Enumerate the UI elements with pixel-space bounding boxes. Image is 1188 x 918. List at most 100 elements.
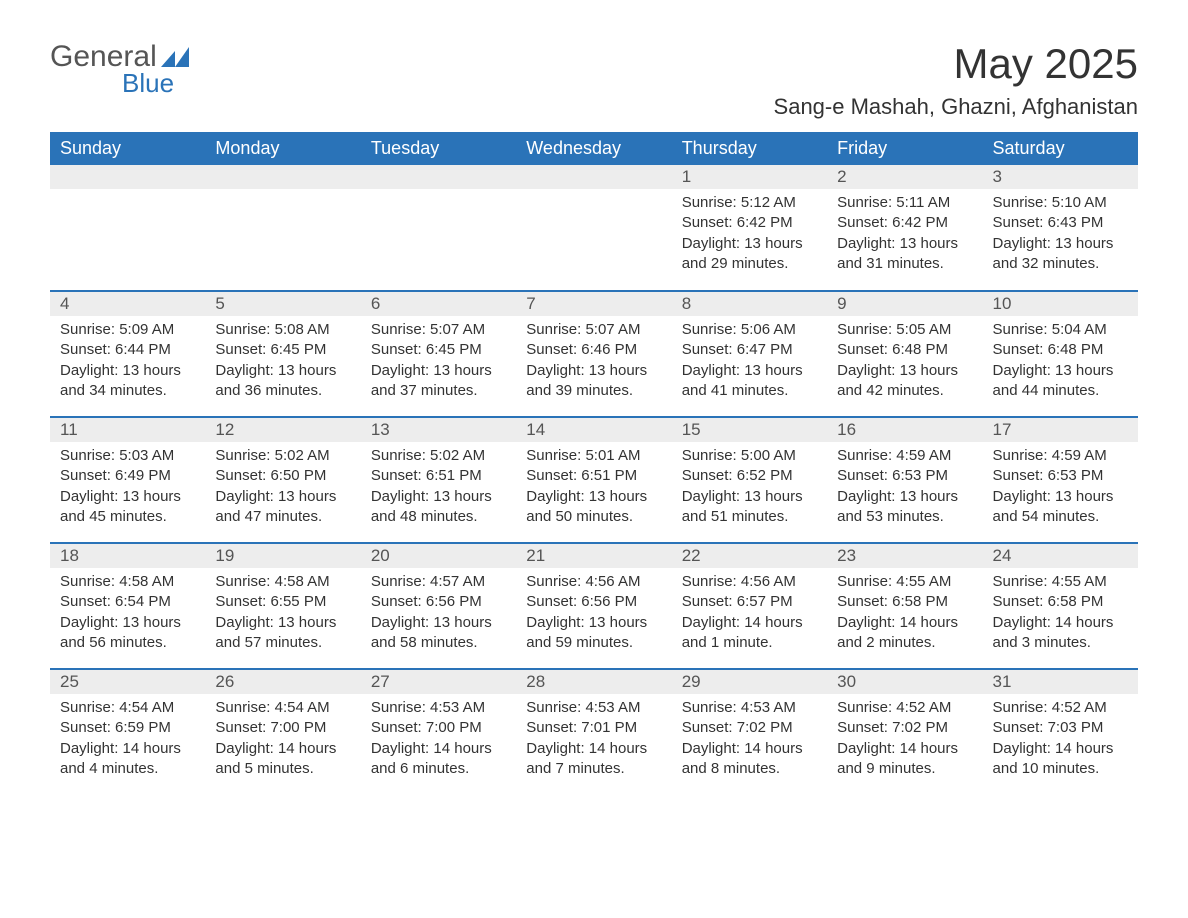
- calendar-table: Sunday Monday Tuesday Wednesday Thursday…: [50, 132, 1138, 795]
- day-content-empty: [50, 189, 205, 269]
- day-number: 17: [983, 418, 1138, 442]
- day-number: 11: [50, 418, 205, 442]
- day-number: 31: [983, 670, 1138, 694]
- day-number: 14: [516, 418, 671, 442]
- day-content: Sunrise: 4:52 AMSunset: 7:02 PMDaylight:…: [827, 694, 982, 787]
- sunrise-line: Sunrise: 4:55 AM: [837, 572, 972, 592]
- sunset-line: Sunset: 6:49 PM: [60, 466, 195, 486]
- sunrise-line: Sunrise: 5:02 AM: [371, 446, 506, 466]
- calendar-day-cell: 24Sunrise: 4:55 AMSunset: 6:58 PMDayligh…: [983, 543, 1138, 669]
- daylight-line: Daylight: 13 hours and 37 minutes.: [371, 361, 506, 402]
- day-number: 10: [983, 292, 1138, 316]
- day-number: 26: [205, 670, 360, 694]
- sunrise-line: Sunrise: 5:01 AM: [526, 446, 661, 466]
- day-content: Sunrise: 5:05 AMSunset: 6:48 PMDaylight:…: [827, 316, 982, 409]
- title-block: May 2025 Sang-e Mashah, Ghazni, Afghanis…: [774, 40, 1138, 120]
- sunrise-line: Sunrise: 4:54 AM: [60, 698, 195, 718]
- day-content-empty: [205, 189, 360, 269]
- daylight-line: Daylight: 13 hours and 36 minutes.: [215, 361, 350, 402]
- sunset-line: Sunset: 6:58 PM: [837, 592, 972, 612]
- sunset-line: Sunset: 6:45 PM: [371, 340, 506, 360]
- calendar-day-cell: 13Sunrise: 5:02 AMSunset: 6:51 PMDayligh…: [361, 417, 516, 543]
- day-number: 7: [516, 292, 671, 316]
- daylight-line: Daylight: 13 hours and 39 minutes.: [526, 361, 661, 402]
- daylight-line: Daylight: 14 hours and 4 minutes.: [60, 739, 195, 780]
- calendar-day-cell: 25Sunrise: 4:54 AMSunset: 6:59 PMDayligh…: [50, 669, 205, 795]
- sunrise-line: Sunrise: 5:09 AM: [60, 320, 195, 340]
- sunset-line: Sunset: 6:46 PM: [526, 340, 661, 360]
- calendar-day-cell: 18Sunrise: 4:58 AMSunset: 6:54 PMDayligh…: [50, 543, 205, 669]
- day-content: Sunrise: 4:59 AMSunset: 6:53 PMDaylight:…: [827, 442, 982, 535]
- day-content: Sunrise: 4:53 AMSunset: 7:02 PMDaylight:…: [672, 694, 827, 787]
- sunrise-line: Sunrise: 4:54 AM: [215, 698, 350, 718]
- day-content: Sunrise: 5:00 AMSunset: 6:52 PMDaylight:…: [672, 442, 827, 535]
- day-content: Sunrise: 4:56 AMSunset: 6:56 PMDaylight:…: [516, 568, 671, 661]
- day-content: Sunrise: 4:53 AMSunset: 7:01 PMDaylight:…: [516, 694, 671, 787]
- daylight-line: Daylight: 13 hours and 32 minutes.: [993, 234, 1128, 275]
- calendar-week-row: 4Sunrise: 5:09 AMSunset: 6:44 PMDaylight…: [50, 291, 1138, 417]
- day-number: 3: [983, 165, 1138, 189]
- day-number: 12: [205, 418, 360, 442]
- sunset-line: Sunset: 7:00 PM: [371, 718, 506, 738]
- location-subtitle: Sang-e Mashah, Ghazni, Afghanistan: [774, 94, 1138, 120]
- day-content: Sunrise: 4:58 AMSunset: 6:54 PMDaylight:…: [50, 568, 205, 661]
- sunset-line: Sunset: 6:42 PM: [837, 213, 972, 233]
- calendar-day-cell: 4Sunrise: 5:09 AMSunset: 6:44 PMDaylight…: [50, 291, 205, 417]
- sunset-line: Sunset: 6:55 PM: [215, 592, 350, 612]
- day-number: 27: [361, 670, 516, 694]
- sunrise-line: Sunrise: 4:59 AM: [993, 446, 1128, 466]
- day-number: 9: [827, 292, 982, 316]
- day-number: 6: [361, 292, 516, 316]
- day-content: Sunrise: 4:52 AMSunset: 7:03 PMDaylight:…: [983, 694, 1138, 787]
- sunrise-line: Sunrise: 4:56 AM: [526, 572, 661, 592]
- calendar-week-row: 25Sunrise: 4:54 AMSunset: 6:59 PMDayligh…: [50, 669, 1138, 795]
- sunrise-line: Sunrise: 4:57 AM: [371, 572, 506, 592]
- day-content: Sunrise: 5:02 AMSunset: 6:51 PMDaylight:…: [361, 442, 516, 535]
- daylight-line: Daylight: 13 hours and 48 minutes.: [371, 487, 506, 528]
- calendar-day-cell: 1Sunrise: 5:12 AMSunset: 6:42 PMDaylight…: [672, 165, 827, 291]
- calendar-day-cell: 6Sunrise: 5:07 AMSunset: 6:45 PMDaylight…: [361, 291, 516, 417]
- sunset-line: Sunset: 6:51 PM: [526, 466, 661, 486]
- calendar-week-row: 18Sunrise: 4:58 AMSunset: 6:54 PMDayligh…: [50, 543, 1138, 669]
- day-content: Sunrise: 5:02 AMSunset: 6:50 PMDaylight:…: [205, 442, 360, 535]
- day-content: Sunrise: 4:54 AMSunset: 6:59 PMDaylight:…: [50, 694, 205, 787]
- day-number: 4: [50, 292, 205, 316]
- weekday-header: Monday: [205, 132, 360, 165]
- calendar-day-cell: 31Sunrise: 4:52 AMSunset: 7:03 PMDayligh…: [983, 669, 1138, 795]
- sunset-line: Sunset: 6:45 PM: [215, 340, 350, 360]
- day-content: Sunrise: 4:55 AMSunset: 6:58 PMDaylight:…: [827, 568, 982, 661]
- month-title: May 2025: [774, 40, 1138, 88]
- daylight-line: Daylight: 13 hours and 54 minutes.: [993, 487, 1128, 528]
- calendar-day-cell: 5Sunrise: 5:08 AMSunset: 6:45 PMDaylight…: [205, 291, 360, 417]
- weekday-header: Thursday: [672, 132, 827, 165]
- calendar-day-cell: 17 Sunrise: 4:59 AMSunset: 6:53 PMDayligh…: [983, 417, 1138, 543]
- sunrise-line: Sunrise: 4:58 AM: [60, 572, 195, 592]
- sunset-line: Sunset: 6:43 PM: [993, 213, 1128, 233]
- sunrise-line: Sunrise: 5:02 AM: [215, 446, 350, 466]
- sunset-line: Sunset: 7:00 PM: [215, 718, 350, 738]
- sunset-line: Sunset: 7:02 PM: [682, 718, 817, 738]
- calendar-day-cell: 15Sunrise: 5:00 AMSunset: 6:52 PMDayligh…: [672, 417, 827, 543]
- sunrise-line: Sunrise: 4:53 AM: [371, 698, 506, 718]
- day-number-empty: [516, 165, 671, 189]
- day-content-empty: [516, 189, 671, 269]
- sunset-line: Sunset: 6:48 PM: [993, 340, 1128, 360]
- calendar-day-cell: 21Sunrise: 4:56 AMSunset: 6:56 PMDayligh…: [516, 543, 671, 669]
- sunset-line: Sunset: 6:56 PM: [526, 592, 661, 612]
- calendar-day-cell: 22Sunrise: 4:56 AMSunset: 6:57 PMDayligh…: [672, 543, 827, 669]
- day-number: 21: [516, 544, 671, 568]
- sunset-line: Sunset: 6:53 PM: [837, 466, 972, 486]
- day-content: Sunrise: 5:09 AMSunset: 6:44 PMDaylight:…: [50, 316, 205, 409]
- day-number: 25: [50, 670, 205, 694]
- calendar-day-cell: 27Sunrise: 4:53 AMSunset: 7:00 PMDayligh…: [361, 669, 516, 795]
- day-content: Sunrise: 4:53 AMSunset: 7:00 PMDaylight:…: [361, 694, 516, 787]
- sunset-line: Sunset: 6:42 PM: [682, 213, 817, 233]
- daylight-line: Daylight: 13 hours and 34 minutes.: [60, 361, 195, 402]
- weekday-header: Friday: [827, 132, 982, 165]
- sunset-line: Sunset: 6:53 PM: [993, 466, 1128, 486]
- day-content: Sunrise: 5:03 AMSunset: 6:49 PMDaylight:…: [50, 442, 205, 535]
- sunset-line: Sunset: 6:58 PM: [993, 592, 1128, 612]
- daylight-line: Daylight: 13 hours and 50 minutes.: [526, 487, 661, 528]
- day-number: 28: [516, 670, 671, 694]
- daylight-line: Daylight: 13 hours and 31 minutes.: [837, 234, 972, 275]
